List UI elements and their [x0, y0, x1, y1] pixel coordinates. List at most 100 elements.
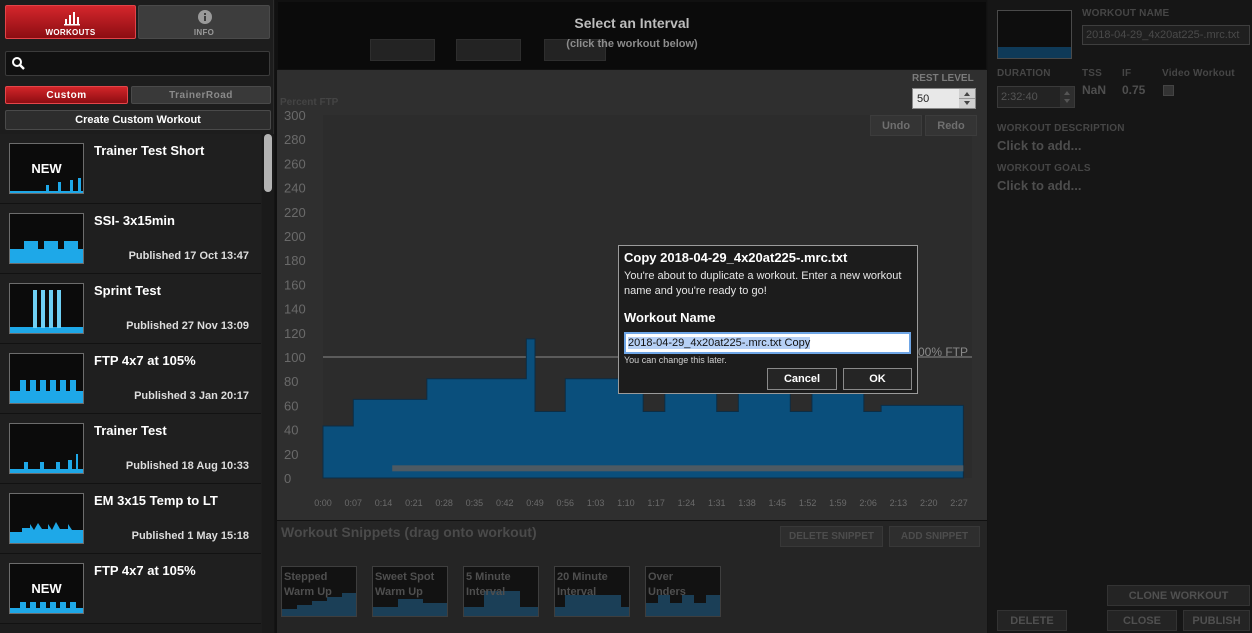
workouts-tab-button[interactable]: WORKOUTS: [5, 5, 136, 39]
y-tick-label: 160: [284, 277, 306, 292]
workout-preview-thumbnail: [997, 10, 1072, 59]
select-interval-title: Select an Interval: [574, 15, 690, 31]
custom-filter-tab[interactable]: Custom: [5, 86, 128, 104]
close-button[interactable]: CLOSE: [1107, 610, 1177, 631]
workout-list-item[interactable]: NEW FTP 4x7 at 105%: [0, 554, 261, 624]
delete-snippet-button[interactable]: DELETE SNIPPET: [780, 526, 883, 547]
dialog-hint: You can change this later.: [624, 355, 727, 365]
tss-label: TSS: [1082, 68, 1103, 79]
workout-description-field[interactable]: Click to add...: [997, 138, 1082, 153]
snippet-5-minute-interval[interactable]: 5 Minute Interval: [463, 566, 539, 617]
workout-list-item[interactable]: Trainer Test Published 18 Aug 10:33: [0, 414, 261, 484]
dialog-title: Copy 2018-04-29_4x20at225-.mrc.txt: [624, 250, 848, 265]
interval-power-field[interactable]: [544, 39, 606, 61]
y-tick-label: 60: [284, 398, 298, 413]
list-scrollbar-track[interactable]: [262, 134, 274, 633]
snippet-line1: 5 Minute: [466, 571, 511, 583]
interval-start-field[interactable]: [370, 39, 435, 61]
video-workout-checkbox[interactable]: [1163, 85, 1174, 96]
rest-level-value: 50: [917, 93, 930, 105]
workout-list-item[interactable]: SSI- 3x15min Published 17 Oct 13:47: [0, 204, 261, 274]
workout-title: FTP 4x7 at 105%: [94, 353, 196, 368]
workout-title: Trainer Test Short: [94, 143, 205, 158]
workout-list-item[interactable]: EM 3x15 Temp to LT Published 1 May 15:18: [0, 484, 261, 554]
duration-stepper[interactable]: 2:32:40: [997, 86, 1075, 108]
new-workout-name-input[interactable]: 2018-04-29_4x20at225-.mrc.txt Copy: [624, 332, 911, 354]
snippet-line1: Sweet Spot: [375, 571, 435, 583]
snippet-20-minute-interval[interactable]: 20 Minute Interval: [554, 566, 630, 617]
workout-library-panel: WORKOUTS INFO Custom TrainerRoad Create …: [0, 0, 274, 633]
undo-button[interactable]: Undo: [870, 115, 922, 136]
x-tick-label: 1:17: [647, 498, 665, 508]
workout-title: Sprint Test: [94, 283, 161, 298]
interval-end-field[interactable]: [456, 39, 521, 61]
workout-thumbnail: [9, 493, 84, 544]
workout-thumbnail: NEW: [9, 143, 84, 194]
new-badge: NEW: [31, 581, 62, 596]
x-tick-label: 1:59: [829, 498, 847, 508]
clone-workout-button[interactable]: CLONE WORKOUT: [1107, 585, 1250, 606]
x-tick-label: 1:03: [587, 498, 605, 508]
publish-button[interactable]: PUBLISH: [1183, 610, 1250, 631]
duration-label: DURATION: [997, 68, 1051, 79]
snippet-stepped-warm-up[interactable]: Stepped Warm Up: [281, 566, 357, 617]
x-tick-label: 1:52: [799, 498, 817, 508]
workout-list-item[interactable]: FTP 4x7 at 105% Published 3 Jan 20:17: [0, 344, 261, 414]
rest-level-label: REST LEVEL: [912, 73, 974, 84]
workout-list-item[interactable]: Sprint Test Published 27 Nov 13:09: [0, 274, 261, 344]
workouts-tab-label: WORKOUTS: [45, 28, 96, 37]
workout-title: Trainer Test: [94, 423, 167, 438]
info-tab-button[interactable]: INFO: [138, 5, 270, 39]
workout-goals-field[interactable]: Click to add...: [997, 178, 1082, 193]
rest-level-band: [392, 465, 964, 472]
snippet-over-unders[interactable]: Over Unders: [645, 566, 721, 617]
workout-thumbnail: [9, 283, 84, 334]
x-tick-label: 0:56: [557, 498, 575, 508]
dialog-message: You're about to duplicate a workout. Ent…: [624, 270, 902, 297]
x-tick-label: 1:45: [769, 498, 787, 508]
workout-title: EM 3x15 Temp to LT: [94, 493, 218, 508]
workout-published: Published 3 Jan 20:17: [134, 390, 249, 402]
workout-title: FTP 4x7 at 105%: [94, 563, 196, 578]
stepper-arrows-icon[interactable]: [1060, 87, 1074, 107]
y-tick-label: 80: [284, 374, 298, 389]
snippet-line2: Warm Up: [284, 586, 332, 598]
x-tick-label: 1:31: [708, 498, 726, 508]
if-label: IF: [1122, 68, 1132, 79]
workout-published: Published 1 May 15:18: [131, 530, 249, 542]
snippet-sweet-spot-warm-up[interactable]: Sweet Spot Warm Up: [372, 566, 448, 617]
y-tick-label: 0: [284, 471, 291, 486]
trainerroad-filter-tab[interactable]: TrainerRoad: [131, 86, 271, 104]
rest-level-stepper[interactable]: 50: [912, 88, 976, 109]
tss-value: NaN: [1082, 83, 1107, 97]
x-tick-label: 0:42: [496, 498, 514, 508]
workout-name-input[interactable]: 2018-04-29_4x20at225-.mrc.txt: [1082, 25, 1250, 45]
redo-button[interactable]: Redo: [925, 115, 977, 136]
add-snippet-button[interactable]: ADD SNIPPET: [889, 526, 980, 547]
list-scrollbar-thumb[interactable]: [264, 134, 272, 192]
search-input[interactable]: [5, 51, 270, 76]
snippet-line2: Warm Up: [375, 586, 423, 598]
select-interval-subtitle: (click the workout below): [566, 38, 698, 50]
bar-chart-icon: [64, 12, 80, 26]
ok-button[interactable]: OK: [843, 368, 912, 390]
stepper-arrows-icon[interactable]: [959, 89, 975, 108]
y-tick-label: 220: [284, 205, 306, 220]
x-tick-label: 2:27: [950, 498, 968, 508]
search-icon: [12, 57, 25, 70]
x-tick-label: 2:20: [920, 498, 938, 508]
workout-list-item[interactable]: NEW Trainer Test Short: [0, 134, 261, 204]
y-tick-label: 20: [284, 447, 298, 462]
x-tick-label: 0:14: [375, 498, 393, 508]
create-custom-workout-button[interactable]: Create Custom Workout: [5, 110, 271, 130]
x-tick-label: 0:28: [435, 498, 453, 508]
workout-name-label: WORKOUT NAME: [1082, 8, 1170, 19]
cancel-button[interactable]: Cancel: [767, 368, 837, 390]
snippet-line2: Unders: [648, 586, 686, 598]
snippet-line2: Interval: [466, 586, 506, 598]
x-tick-label: 0:21: [405, 498, 423, 508]
snippets-title: Workout Snippets (drag onto workout): [281, 524, 537, 540]
x-tick-label: 1:10: [617, 498, 635, 508]
workout-title: SSI- 3x15min: [94, 213, 175, 228]
delete-workout-button[interactable]: DELETE: [997, 610, 1067, 631]
